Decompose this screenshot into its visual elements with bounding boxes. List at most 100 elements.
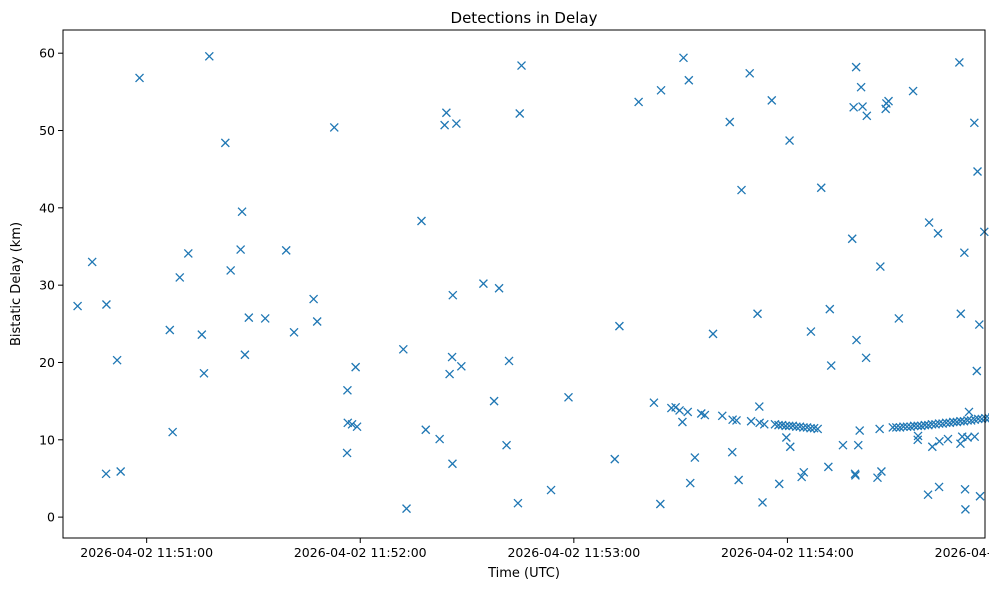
data-point bbox=[876, 467, 886, 476]
x-tick-label: 2026-04-02 11:51:00 bbox=[80, 545, 213, 560]
data-point bbox=[700, 410, 710, 420]
data-point bbox=[850, 469, 860, 479]
data-point bbox=[513, 498, 523, 508]
data-point bbox=[933, 228, 943, 238]
data-point bbox=[717, 411, 727, 421]
data-point bbox=[960, 504, 970, 514]
x-tick-label: 2026-04-02 11:55:00 bbox=[935, 545, 989, 560]
data-point bbox=[973, 414, 983, 424]
data-point bbox=[852, 335, 861, 345]
data-point bbox=[938, 419, 948, 429]
data-point bbox=[781, 421, 791, 431]
data-point bbox=[934, 482, 944, 492]
data-point bbox=[260, 313, 270, 323]
data-point bbox=[849, 102, 859, 112]
data-point bbox=[788, 421, 798, 431]
data-points bbox=[73, 51, 989, 514]
data-point bbox=[802, 422, 812, 432]
data-point bbox=[774, 479, 784, 489]
data-point bbox=[959, 416, 969, 426]
data-point bbox=[931, 419, 940, 429]
data-point bbox=[785, 136, 795, 146]
data-point bbox=[165, 325, 175, 335]
data-point bbox=[73, 301, 83, 311]
y-tick-label: 50 bbox=[39, 123, 55, 138]
data-point bbox=[447, 352, 457, 362]
data-point bbox=[913, 431, 923, 441]
data-point bbox=[87, 257, 97, 267]
data-point bbox=[759, 419, 769, 429]
data-point bbox=[440, 120, 450, 130]
data-point bbox=[927, 442, 937, 452]
data-point bbox=[964, 407, 974, 417]
data-point bbox=[908, 86, 918, 96]
data-point bbox=[655, 499, 665, 509]
data-point bbox=[781, 433, 791, 442]
data-point bbox=[920, 420, 930, 430]
data-point bbox=[727, 447, 737, 457]
data-point bbox=[943, 434, 953, 444]
data-point bbox=[656, 85, 666, 95]
data-point bbox=[737, 185, 746, 195]
data-point bbox=[502, 440, 512, 450]
data-point bbox=[732, 416, 741, 425]
data-point bbox=[564, 392, 573, 402]
data-point bbox=[175, 272, 185, 282]
data-point bbox=[972, 366, 982, 376]
data-point bbox=[445, 369, 455, 379]
data-point bbox=[851, 62, 861, 72]
data-point bbox=[924, 218, 934, 227]
y-tick-label: 10 bbox=[39, 432, 55, 447]
x-axis-label: Time (UTC) bbox=[487, 566, 560, 581]
data-point bbox=[955, 416, 965, 426]
data-point bbox=[417, 216, 426, 226]
data-point bbox=[960, 484, 970, 494]
data-point bbox=[861, 353, 871, 363]
x-tick-label: 2026-04-02 11:54:00 bbox=[721, 545, 854, 560]
data-point bbox=[906, 422, 916, 432]
data-point bbox=[948, 417, 958, 427]
data-point bbox=[899, 422, 908, 432]
data-point bbox=[913, 435, 923, 445]
data-point bbox=[777, 420, 787, 430]
x-axis-ticks: 2026-04-02 11:51:00 2026-04-02 11:52:00 20… bbox=[80, 538, 989, 560]
data-point bbox=[754, 402, 764, 412]
data-point bbox=[856, 82, 866, 92]
data-point bbox=[891, 422, 901, 432]
data-point bbox=[546, 485, 556, 495]
data-point bbox=[945, 418, 955, 428]
data-point bbox=[979, 227, 989, 237]
data-point bbox=[226, 266, 236, 275]
data-point bbox=[862, 111, 872, 121]
data-point bbox=[955, 439, 965, 449]
data-point bbox=[913, 421, 923, 431]
y-tick-label: 30 bbox=[39, 278, 55, 293]
data-point bbox=[806, 327, 816, 337]
data-point bbox=[816, 183, 826, 193]
data-point bbox=[199, 368, 209, 378]
data-point bbox=[421, 425, 431, 435]
data-point bbox=[614, 321, 624, 331]
data-point bbox=[351, 362, 361, 372]
data-point bbox=[916, 421, 926, 431]
data-point bbox=[675, 405, 685, 415]
data-point bbox=[456, 361, 466, 371]
y-tick-label: 20 bbox=[39, 355, 55, 370]
y-tick-label: 0 bbox=[47, 510, 55, 525]
data-point bbox=[923, 490, 933, 500]
data-point bbox=[959, 248, 969, 258]
data-point bbox=[441, 108, 451, 118]
data-point bbox=[168, 427, 178, 437]
x-tick-label: 2026-04-02 11:52:00 bbox=[294, 545, 427, 560]
data-point bbox=[974, 320, 984, 330]
data-point bbox=[289, 327, 299, 337]
data-point bbox=[934, 419, 944, 429]
data-point bbox=[677, 417, 687, 427]
data-point bbox=[966, 416, 976, 425]
data-point bbox=[634, 97, 644, 107]
data-point bbox=[237, 207, 247, 217]
data-point bbox=[746, 416, 756, 426]
data-point bbox=[398, 344, 408, 354]
data-point bbox=[494, 283, 504, 293]
